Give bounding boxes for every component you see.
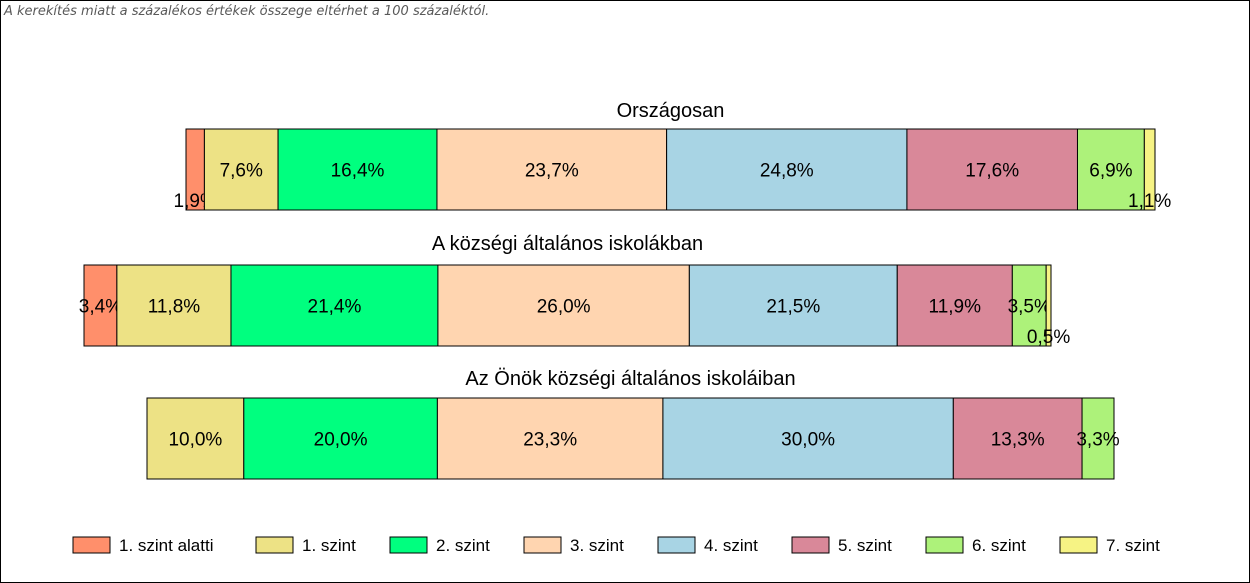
legend-label-4: 4. szint bbox=[704, 536, 758, 555]
bar-0-label-6: 6,9% bbox=[1089, 161, 1132, 182]
bar-2-segment-1 bbox=[146, 397, 245, 480]
legend-label-2: 2. szint bbox=[436, 536, 490, 555]
bar-2-segment-3 bbox=[436, 397, 664, 480]
bar-1-label-0: 3,4% bbox=[79, 297, 122, 318]
bar-2-label-4: 30,0% bbox=[781, 430, 835, 451]
bar-1-label-6: 3,5% bbox=[1008, 297, 1051, 318]
bar-1-label-7: 0,5% bbox=[1027, 327, 1070, 348]
bar-2-segment-2 bbox=[243, 397, 438, 480]
bar-1-segment-0 bbox=[83, 264, 118, 347]
legend-label-5: 5. szint bbox=[838, 536, 892, 555]
bar-2-segment-5 bbox=[952, 397, 1083, 480]
rounding-note: A kerekítés miatt a százalékos értékek ö… bbox=[4, 4, 490, 19]
bar-0-label-4: 24,8% bbox=[760, 161, 814, 182]
bar-1-segment-6 bbox=[1011, 264, 1047, 347]
legend-swatch-7 bbox=[1059, 536, 1098, 554]
legend-swatch-3 bbox=[523, 536, 562, 554]
bar-1-label-4: 21,5% bbox=[766, 297, 820, 318]
bar-0-segment-7 bbox=[1143, 128, 1156, 211]
legend-label-0: 1. szint alatti bbox=[119, 536, 214, 555]
legend-label-7: 7. szint bbox=[1106, 536, 1160, 555]
legend-label-1: 1. szint bbox=[302, 536, 356, 555]
bar-1-segment-1 bbox=[116, 264, 232, 347]
bar-0-segment-1 bbox=[203, 128, 279, 211]
bar-2-label-6: 3,3% bbox=[1076, 430, 1119, 451]
legend-swatch-4 bbox=[657, 536, 696, 554]
bar-1-segment-3 bbox=[437, 264, 690, 347]
bar-0-label-3: 23,7% bbox=[525, 161, 579, 182]
bar-0-label-7: 1,1% bbox=[1128, 191, 1171, 212]
bar-1-segment-7 bbox=[1045, 264, 1052, 347]
bar-title-1: A községi általános iskolákban bbox=[432, 233, 703, 255]
legend-swatch-6 bbox=[925, 536, 964, 554]
bar-title-0: Országosan bbox=[617, 100, 725, 122]
legend-label-3: 3. szint bbox=[570, 536, 624, 555]
bar-2-segment-4 bbox=[662, 397, 954, 480]
legend-swatch-0 bbox=[72, 536, 111, 554]
bar-0-label-2: 16,4% bbox=[331, 161, 385, 182]
bar-2-label-2: 20,0% bbox=[314, 430, 368, 451]
bar-1-label-3: 26,0% bbox=[537, 297, 591, 318]
bar-0-segment-2 bbox=[277, 128, 438, 211]
bar-title-2: Az Önök községi általános iskoláiban bbox=[465, 368, 795, 390]
bar-1-label-1: 11,8% bbox=[148, 297, 201, 318]
bar-0-segment-4 bbox=[666, 128, 908, 211]
bar-0-label-5: 17,6% bbox=[965, 161, 1019, 182]
legend-swatch-2 bbox=[389, 536, 428, 554]
bar-2-label-5: 13,3% bbox=[991, 430, 1045, 451]
legend-swatch-5 bbox=[791, 536, 830, 554]
legend-label-6: 6. szint bbox=[972, 536, 1026, 555]
bar-1-label-2: 21,4% bbox=[308, 297, 362, 318]
bar-1-label-5: 11,9% bbox=[929, 297, 982, 318]
bar-2-label-1: 10,0% bbox=[168, 430, 222, 451]
bar-0-label-1: 7,6% bbox=[220, 161, 263, 182]
bar-2-segment-6 bbox=[1081, 397, 1115, 480]
bar-0-segment-5 bbox=[906, 128, 1078, 211]
legend-swatch-1 bbox=[255, 536, 294, 554]
bar-1-segment-5 bbox=[896, 264, 1013, 347]
bar-2-label-3: 23,3% bbox=[523, 430, 577, 451]
bar-0-segment-6 bbox=[1076, 128, 1145, 211]
bar-1-segment-4 bbox=[688, 264, 898, 347]
